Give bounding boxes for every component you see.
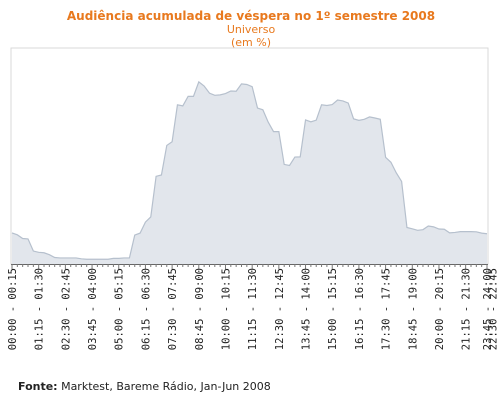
x-tick-label: 13:45 - 14:00 (301, 268, 313, 350)
audience-area-fill (12, 81, 487, 264)
x-tick-label: 07:30 - 07:45 (167, 268, 179, 350)
x-tick-label: 08:45 - 09:00 (194, 268, 206, 350)
source-text: Marktest, Bareme Rádio, Jan-Jun 2008 (57, 380, 271, 393)
x-tick-label: 15:00 - 15:15 (327, 268, 339, 350)
source-label: Fonte: (18, 380, 58, 393)
x-axis (11, 264, 488, 269)
x-tick-label: 21:15 - 21:30 (461, 268, 473, 350)
chart-title: Audiência acumulada de véspera no 1º sem… (66, 9, 436, 23)
x-tick-label: 00:00 - 00:15 (7, 268, 19, 350)
x-tick-label: 12:30 - 12:45 (274, 268, 286, 350)
x-tick-label: 03:45 - 04:00 (87, 268, 99, 350)
x-tick-label: 18:45 - 19:00 (407, 268, 419, 350)
x-tick-label: 01:15 - 01:30 (34, 268, 46, 350)
x-tick-label: 06:15 - 06:30 (140, 268, 152, 350)
x-tick-label: 20:00 - 20:15 (434, 268, 446, 350)
x-tick-label: 23:45 - 24:00 (482, 268, 494, 350)
audience-series-line (11, 80, 488, 260)
x-tick-label: 02:30 - 02:45 (60, 268, 72, 350)
x-tick-label: 16:15 - 16:30 (354, 268, 366, 350)
x-tick-label: 17:30 - 17:45 (381, 268, 393, 350)
x-tick-label: 11:15 - 11:30 (247, 268, 259, 350)
area-layer (11, 80, 488, 264)
chart-subtitle-universe: Universo (226, 23, 276, 36)
x-tick-label: 05:00 - 05:15 (114, 268, 126, 350)
x-tick-label: 10:00 - 10:15 (220, 268, 232, 350)
x-tick-labels: 00:00 - 00:15 01:15 - 01:30 02:30 - 02:45 0… (7, 268, 499, 350)
chart-subtitle-unit: (em %) (230, 36, 271, 49)
x-tick-label: 22:30 - 22:45 (487, 268, 499, 350)
source-note: Fonte: Marktest, Bareme Rádio, Jan-Jun 2… (18, 380, 271, 393)
